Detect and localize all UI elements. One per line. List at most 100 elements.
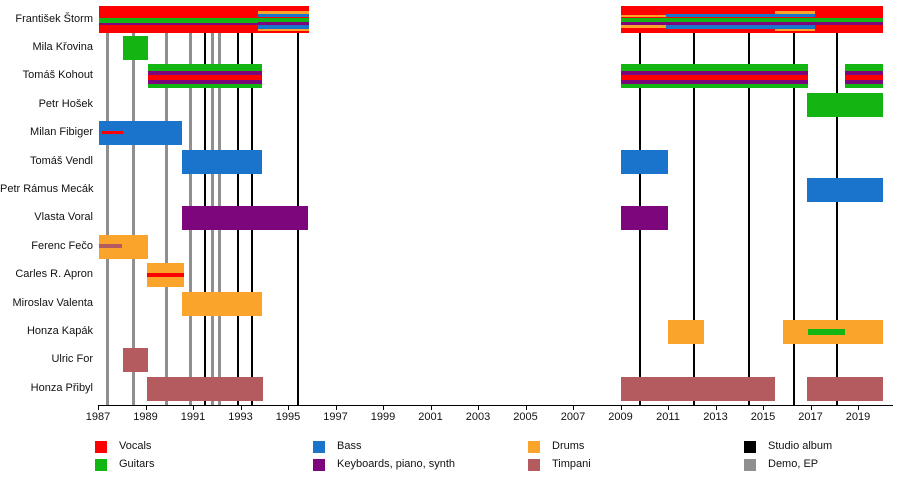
- x-axis-tick: [573, 406, 574, 410]
- instrument-stripe: [147, 71, 262, 75]
- legend-item: Guitars: [95, 458, 295, 472]
- instrument-stripe: [258, 17, 310, 23]
- timeline-bar: [122, 348, 148, 373]
- member-label: Petr Rámus Mecák: [0, 182, 94, 195]
- x-axis-tick: [858, 406, 859, 410]
- studio-album-line: [693, 6, 696, 405]
- instrument-stripe: [844, 74, 883, 81]
- timeline-bar: [806, 177, 883, 202]
- x-axis-tick: [810, 406, 812, 410]
- x-axis-tick-label: 2019: [845, 411, 871, 423]
- x-axis-tick: [668, 406, 669, 410]
- instrument-stripe: [146, 273, 184, 278]
- member-label: Tomáš Vendl: [30, 154, 93, 167]
- legend-label: Timpani: [552, 458, 591, 470]
- instrument-stripe: [844, 80, 883, 84]
- legend-swatch-studio_album: [744, 441, 756, 453]
- x-axis-tick: [763, 406, 764, 410]
- legend-item: Demo, EP: [744, 458, 900, 472]
- demo-ep-line: [106, 6, 109, 405]
- instrument-stripe: [620, 80, 809, 84]
- legend-item: Studio album: [744, 440, 900, 454]
- x-axis-tick: [525, 406, 527, 410]
- member-label: Honza Kapák: [26, 324, 93, 337]
- legend-label: Drums: [552, 440, 585, 452]
- instrument-stripe: [101, 130, 123, 135]
- x-axis-tick-label: 1995: [275, 411, 301, 423]
- legend-swatch-keyboards: [313, 459, 325, 471]
- timeline-bar: [182, 291, 262, 316]
- instrument-stripe: [620, 74, 809, 81]
- x-axis-tick: [240, 406, 242, 410]
- x-axis-tick: [145, 406, 147, 410]
- legend-swatch-demo_ep: [744, 459, 756, 471]
- instrument-stripe: [620, 22, 883, 25]
- legend-swatch-timpani: [528, 459, 540, 471]
- timeline-bar: [182, 149, 262, 174]
- instrument-stripe: [665, 13, 816, 18]
- timeline-bar: [147, 64, 262, 89]
- demo-ep-line: [132, 6, 136, 405]
- member-label: Petr Hošek: [38, 97, 93, 110]
- legend-item: Keyboards, piano, synth: [313, 458, 513, 472]
- legend-label: Bass: [337, 440, 362, 452]
- x-axis-tick: [620, 406, 622, 410]
- legend-item: Bass: [313, 440, 513, 454]
- instrument-stripe: [808, 329, 845, 335]
- studio-album-line: [638, 6, 641, 405]
- timeline-bar: [620, 149, 668, 174]
- legend-item: Vocals: [95, 440, 295, 454]
- x-axis-tick-label: 2017: [798, 411, 823, 423]
- studio-album-line: [237, 6, 240, 405]
- timeline-bar: [258, 6, 310, 33]
- legend-swatch-guitars: [95, 459, 107, 471]
- instrument-stripe: [258, 13, 310, 18]
- x-axis-tick-label: 1997: [323, 411, 348, 423]
- instrument-stripe: [258, 24, 310, 29]
- instrument-stripe: [620, 71, 809, 75]
- member-label: Mila Křovina: [32, 40, 93, 53]
- x-axis-tick: [193, 406, 194, 410]
- instrument-stripe: [774, 28, 816, 31]
- instrument-stripe: [258, 28, 310, 31]
- timeline-bar: [146, 263, 184, 288]
- instrument-stripe: [258, 11, 310, 14]
- legend-swatch-bass: [313, 441, 325, 453]
- x-axis-tick-label: 2013: [703, 411, 728, 423]
- timeline-bar: [620, 64, 809, 89]
- legend-label: Studio album: [768, 440, 833, 452]
- x-axis-tick-label: 2001: [418, 411, 443, 423]
- x-axis-tick-label: 2007: [560, 411, 586, 423]
- instrument-stripe: [844, 71, 883, 75]
- x-axis-tick-label: 2005: [513, 411, 538, 423]
- member-label: Vlasta Voral: [34, 211, 93, 224]
- instrument-stripe: [99, 17, 259, 23]
- member-label: Ferenc Fečo: [31, 239, 93, 252]
- member-label: Honza Přibyl: [30, 381, 93, 394]
- legend-label: Vocals: [119, 440, 152, 452]
- member-label: Tomáš Kohout: [22, 69, 93, 82]
- instrument-stripe: [774, 11, 816, 14]
- legend-label: Keyboards, piano, synth: [337, 458, 456, 470]
- timeline-bar: [182, 206, 309, 231]
- x-axis-tick: [335, 406, 337, 410]
- timeline-bar: [99, 6, 259, 33]
- instrument-stripe: [620, 25, 666, 28]
- timeline-bar: [806, 376, 883, 401]
- instrument-stripe: [258, 22, 310, 25]
- legend-swatch-drums: [528, 441, 540, 453]
- timeline-bar: [668, 319, 704, 344]
- timeline-bar: [806, 92, 883, 117]
- x-axis-tick: [715, 406, 717, 410]
- demo-ep-line: [165, 6, 169, 405]
- x-axis-tick-label: 2009: [608, 411, 633, 423]
- timeline-bar: [146, 376, 264, 401]
- timeline-bar: [620, 206, 668, 231]
- demo-ep-line: [217, 6, 221, 405]
- x-axis-tick-label: 2003: [465, 411, 491, 423]
- instrument-stripe: [147, 80, 262, 84]
- timeline-bar: [620, 6, 883, 33]
- studio-album-line: [747, 6, 750, 405]
- timeline-bar: [844, 64, 883, 89]
